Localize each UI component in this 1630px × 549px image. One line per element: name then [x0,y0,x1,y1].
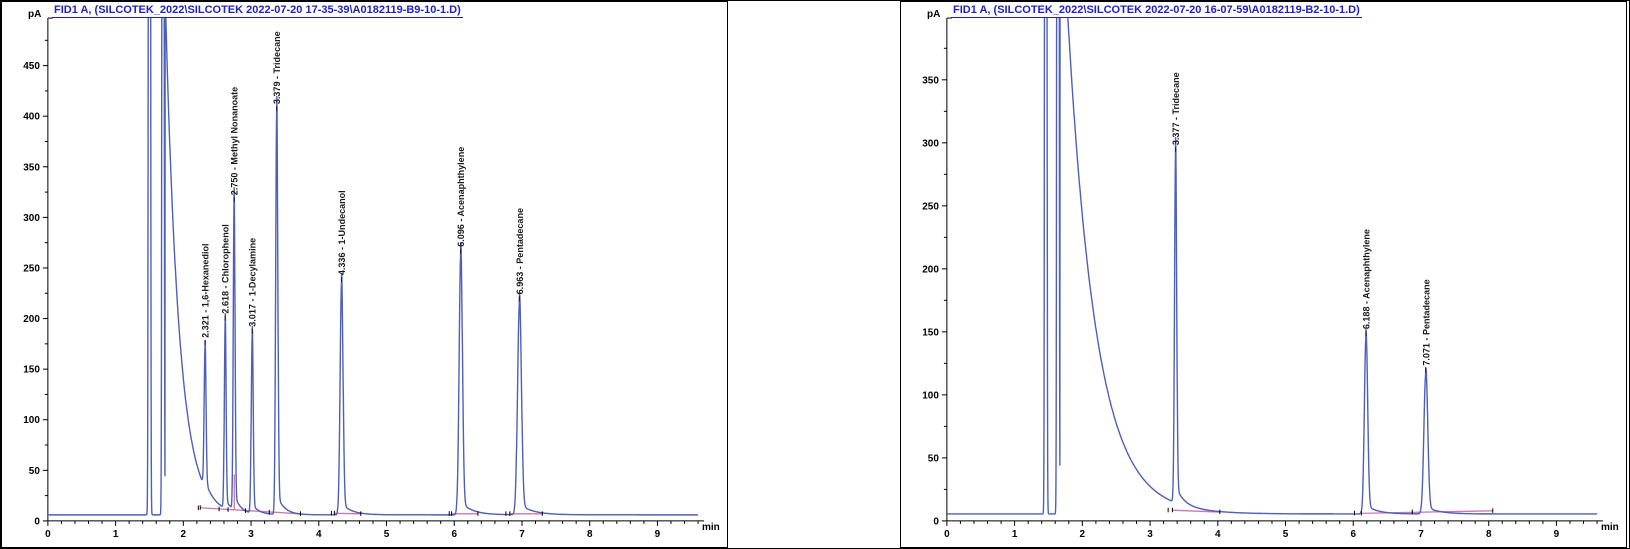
y-tick-label: 100 [922,390,939,401]
y-tick-label: 300 [23,213,40,224]
y-tick-label: 100 [23,415,40,426]
chromatogram-panel-right: FID1 A, (SILCOTEK_2022\SILCOTEK 2022-07-… [900,1,1627,548]
peak-label: 4.336 - 1-Undecanol [337,190,347,275]
peak-labels: 2.321 - 1,6-Hexanediol 2.618 - Chlorophen… [201,31,525,345]
x-tick-label: 4 [1215,529,1221,540]
x-tick-label: 1 [113,529,119,540]
peak-label: 2.321 - 1,6-Hexanediol [201,243,211,337]
chromatogram-panel-left: FID1 A, (SILCOTEK_2022\SILCOTEK 2022-07-… [1,1,728,548]
peak-label: 6.096 - Acenaphthylene [456,147,466,247]
x-tick-label: 5 [384,529,390,540]
y-axis-unit-label: pA [28,9,42,20]
peak-label: 6.963 - Pentadecane [515,208,525,294]
y-axis-ticks: 0 50 100 150 200 250 300 350 400 450 [23,39,48,527]
x-tick-label: 7 [1418,529,1424,540]
chromatogram-plot: 0 50 100 150 200 250 300 350 0 1 2 3 4 5 6 7 8 9 3.377 - T… [922,17,1604,540]
x-tick-label: 3 [248,529,254,540]
peak-labels: 3.377 - Tridecane 6.188 - Acenaphthylene 7… [1171,72,1431,373]
x-tick-label: 0 [944,529,950,540]
x-axis-unit-label: min [702,522,720,533]
y-axis-ticks: 0 50 100 150 200 250 300 350 [922,47,947,527]
x-tick-label: 8 [587,529,593,540]
y-tick-label: 50 [928,453,940,464]
x-tick-label: 2 [181,529,187,540]
integration-baseline [200,474,543,515]
x-tick-label: 5 [1283,529,1289,540]
peak-label: 6.188 - Acenaphthylene [1362,229,1372,329]
x-tick-label: 6 [1350,529,1356,540]
y-tick-label: 250 [922,201,939,212]
axes [47,17,705,522]
peak-label: 3.017 - 1-Decylamine [248,238,258,327]
x-axis-unit-label: min [1601,522,1619,533]
y-tick-label: 450 [23,61,40,72]
x-tick-label: 0 [45,529,51,540]
peak-label: 7.071 - Pentadecane [1421,279,1431,365]
y-tick-label: 200 [23,314,40,325]
x-tick-label: 4 [316,529,322,540]
peak-label: 3.377 - Tridecane [1171,72,1181,145]
y-tick-label: 350 [23,162,40,173]
signal-trace [47,18,699,516]
y-axis-unit-label: pA [927,9,941,20]
x-tick-label: 3 [1147,529,1153,540]
y-tick-label: 250 [23,263,40,274]
x-tick-label: 9 [1554,529,1560,540]
y-tick-label: 0 [933,516,939,527]
x-tick-label: 6 [451,529,457,540]
y-tick-label: 300 [922,138,939,149]
integration-baseline [1172,509,1493,514]
x-tick-label: 9 [655,529,661,540]
chart-title: FID1 A, (SILCOTEK_2022\SILCOTEK 2022-07-… [951,4,1362,18]
integration-marks [197,505,543,516]
peak-label: 3.379 - Tridecane [272,31,282,104]
peak-label: 2.750 - Methyl Nonanoate [230,87,240,195]
signal-trace [946,18,1598,515]
peak-label: 2.618 - Chlorophenol [221,224,231,313]
y-tick-label: 150 [23,365,40,376]
x-tick-label: 2 [1080,529,1086,540]
y-tick-label: 400 [23,112,40,123]
y-tick-label: 0 [34,516,40,527]
y-tick-label: 150 [922,327,939,338]
integration-marks [1167,507,1494,516]
x-tick-label: 8 [1486,529,1492,540]
x-tick-label: 7 [519,529,525,540]
y-tick-label: 200 [922,264,939,275]
x-axis-ticks: 0 1 2 3 4 5 6 7 8 9 [944,520,1598,540]
x-axis-ticks: 0 1 2 3 4 5 6 7 8 9 [45,520,699,540]
chromatogram-plot: 0 50 100 150 200 250 300 350 400 450 0 1 2 3 4 5 6 7 8 9 2.3… [23,17,705,540]
y-tick-label: 50 [29,466,41,477]
chart-title: FID1 A, (SILCOTEK_2022\SILCOTEK 2022-07-… [52,4,463,18]
y-tick-label: 350 [922,75,939,86]
x-tick-label: 1 [1012,529,1018,540]
axes [946,17,1604,522]
